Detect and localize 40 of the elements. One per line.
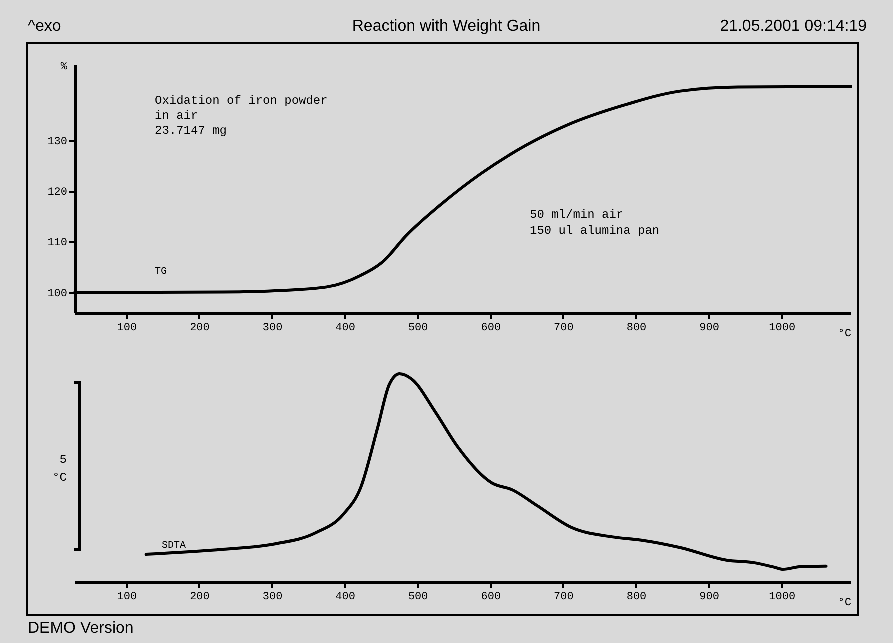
x-tick-label: 300 [262, 592, 283, 604]
x-tick-label: 400 [336, 322, 356, 334]
x-tick-label: 1000 [769, 322, 796, 334]
text: DEMO Version [28, 620, 134, 638]
x-tick-label: 600 [481, 592, 502, 604]
x-tick-label: 100 [117, 322, 138, 334]
annotation: in air [155, 109, 198, 123]
x-tick-label: 500 [408, 322, 428, 334]
x-axis-title: °C [838, 598, 852, 610]
y-tick-label: 100 [48, 288, 68, 300]
x-axis-title: °C [838, 328, 852, 340]
series-label: TG [155, 267, 168, 278]
y-tick-label: 130 [48, 136, 68, 148]
y-tick-label: 120 [48, 187, 68, 200]
x-tick-label: 800 [626, 322, 647, 334]
x-tick-label: 700 [554, 322, 574, 334]
y-axis-title: % [60, 62, 68, 74]
x-tick-label: 900 [700, 592, 720, 604]
annotation: 23.7147 mg [155, 124, 228, 138]
annotation: 50 ml/min air [530, 208, 624, 222]
x-tick-label: 700 [554, 592, 574, 604]
annotation: 150 ul alumina pan [530, 224, 660, 238]
x-tick-label: 300 [262, 322, 283, 334]
annotation: Oxidation of iron powder [155, 94, 328, 108]
x-tick-label: 800 [626, 592, 647, 604]
x-tick-label: 500 [408, 592, 428, 604]
x-tick-label: 200 [190, 592, 210, 604]
text: 21.05.2001 09:14:19 [720, 18, 867, 36]
x-tick-label: 600 [481, 322, 502, 334]
text: °C [52, 471, 67, 485]
x-tick-label: 1000 [769, 592, 796, 604]
series-label: SDTA [162, 541, 186, 552]
x-tick-label: 900 [700, 322, 720, 334]
text: ^exo [28, 18, 62, 36]
x-tick-label: 100 [117, 592, 138, 604]
x-tick-label: 200 [190, 322, 210, 334]
y-tick-label: 110 [48, 238, 68, 250]
text: 5 [60, 453, 67, 467]
chart-title: Reaction with Weight Gain [352, 18, 541, 35]
x-tick-label: 400 [336, 592, 356, 604]
